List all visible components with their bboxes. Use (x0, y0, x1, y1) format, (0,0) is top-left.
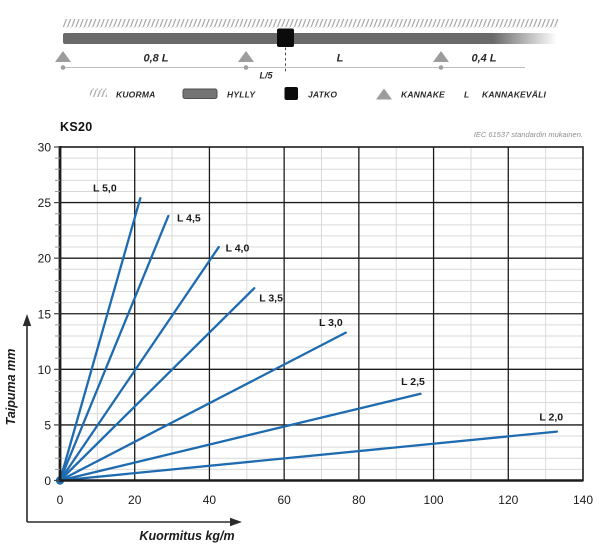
series-line (58, 430, 558, 482)
series-label: L 4,5 (177, 213, 201, 225)
x-tick-label: 40 (203, 493, 217, 507)
support-spacing-diagram: 0,8 L L 0,4 L L/5 (55, 19, 558, 81)
series-label: L 5,0 (93, 183, 117, 195)
x-axis-arrow (27, 517, 242, 527)
series-line (58, 196, 142, 482)
dimension-point (243, 65, 249, 70)
joint-marker (277, 28, 294, 47)
joint-icon (284, 87, 298, 100)
y-axis-title: Taipuma mm (4, 349, 18, 426)
legend-length-symbol: L (464, 90, 469, 100)
span-label-right: 0,4 L (471, 53, 496, 65)
y-tick-label: 25 (38, 196, 52, 210)
x-tick-label: 100 (424, 493, 444, 507)
series-line (58, 392, 422, 482)
y-tick-label: 30 (38, 141, 52, 155)
span-label-left: 0,8 L (143, 53, 168, 65)
series-label: L 3,0 (319, 317, 343, 329)
x-tick-label: 0 (57, 493, 64, 507)
y-tick-label: 0 (44, 474, 51, 488)
chart-standard-note: IEC 61537 standardin mukainen. (474, 130, 583, 139)
support-triangle-icon (376, 88, 392, 100)
series-labels: L 5,0 L 4,5 L 4,0 L 3,5 L 3,0 L 2,5 L 2,0 (93, 183, 563, 424)
x-tick-label: 120 (498, 493, 518, 507)
legend-kannakevali-label: KANNAKEVÄLI (482, 90, 547, 100)
y-axis-arrow (22, 314, 32, 522)
legend-hylly-label: HYLLY (227, 90, 256, 100)
y-tick-label: 5 (44, 418, 51, 432)
joint-offset-label: L/5 (259, 71, 273, 81)
tick-labels: 0 20 40 60 80 100 120 140 0 5 10 15 20 25 30 (38, 141, 594, 508)
dimension-point (438, 65, 444, 70)
series-lines (55, 196, 558, 485)
series-line (58, 287, 256, 482)
support-triangle-icon (55, 51, 71, 62)
x-tick-label: 60 (277, 493, 291, 507)
series-line (58, 331, 347, 482)
span-label-mid: L (337, 53, 344, 65)
series-line (58, 245, 220, 482)
chart-title: KS20 (60, 120, 92, 134)
y-tick-label: 10 (38, 363, 52, 377)
diagram-legend: KUORMA HYLLY JATKO KANNAKE L KANNAKEVÄLI (90, 87, 547, 100)
x-tick-label: 80 (352, 493, 366, 507)
series-label: L 4,0 (226, 243, 250, 255)
arrow-up-icon (22, 314, 32, 326)
shelf-bar (63, 33, 557, 44)
series-label: L 2,5 (401, 376, 425, 388)
dimension-point (60, 65, 66, 70)
arrow-right-icon (230, 517, 242, 527)
support-triangle-icon (433, 51, 449, 62)
y-tick-label: 15 (38, 307, 52, 321)
major-gridlines (60, 147, 583, 481)
support-triangle-icon (238, 51, 254, 62)
x-tick-label: 20 (128, 493, 142, 507)
legend-kuorma-label: KUORMA (116, 90, 155, 100)
legend-jatko-label: JATKO (308, 90, 337, 100)
series-line (58, 214, 170, 482)
series-label: L 3,5 (259, 293, 283, 305)
deflection-chart: KS20 IEC 61537 standardin mukainen. 0 20 4… (4, 120, 593, 543)
load-hatch (63, 19, 558, 28)
x-axis-title: Kuormitus kg/m (139, 529, 234, 543)
x-tick-label: 140 (573, 493, 593, 507)
load-hatch-icon (90, 88, 107, 97)
y-tick-label: 20 (38, 252, 52, 266)
tick-marks (54, 146, 60, 482)
shelf-icon (182, 88, 218, 99)
legend-kannake-label: KANNAKE (401, 90, 445, 100)
series-label: L 2,0 (539, 412, 563, 424)
